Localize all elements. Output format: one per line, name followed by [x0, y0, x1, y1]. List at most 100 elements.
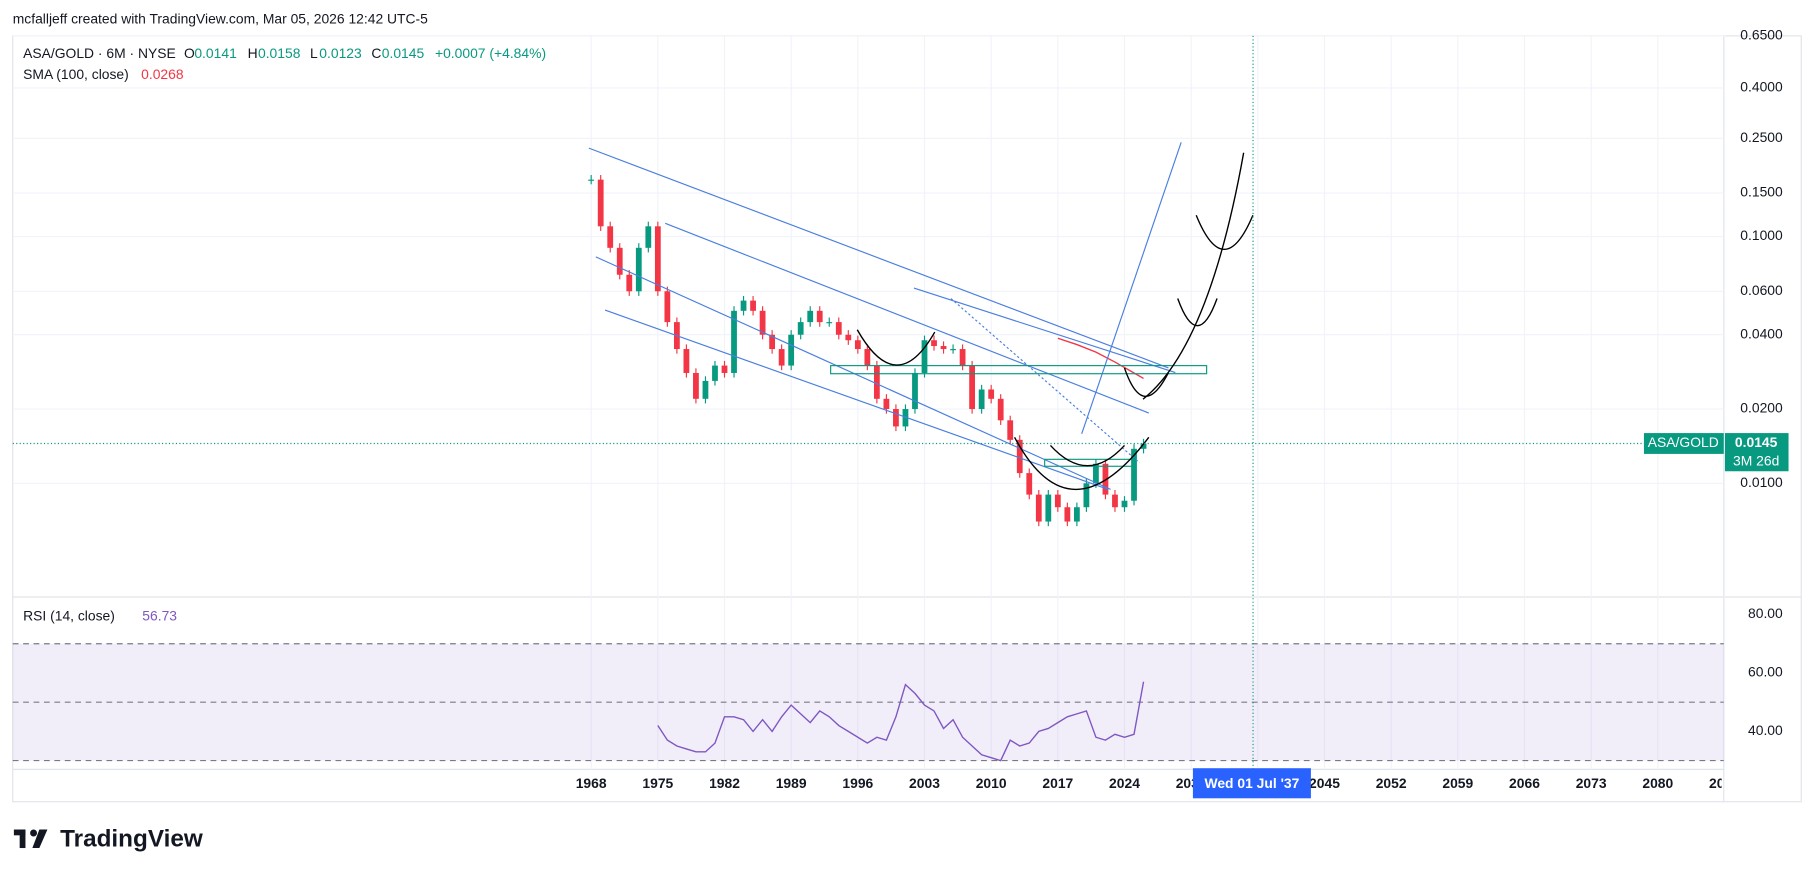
candle-body — [769, 334, 776, 350]
ohlc-label: C — [371, 45, 381, 61]
arc — [1195, 214, 1254, 250]
x-tick-label: 2073 — [1576, 775, 1607, 791]
candle-body — [1083, 483, 1090, 508]
x-tick-label: 1982 — [709, 775, 740, 791]
arc — [856, 329, 936, 366]
x-tick-label: 2017 — [1042, 775, 1073, 791]
curves — [856, 152, 1254, 490]
candle-body — [1121, 500, 1128, 508]
candle-body — [997, 398, 1004, 421]
rsi-pane — [12, 643, 1724, 762]
arc — [1177, 298, 1218, 327]
candle-body — [959, 349, 966, 366]
ohlc-value: 0.0141 — [194, 45, 237, 61]
candle-body — [854, 340, 861, 350]
ohlc-label: L — [310, 45, 318, 61]
y-tick-label: 0.6500 — [1740, 27, 1783, 43]
countdown: 3M 26d — [1733, 453, 1779, 469]
candle-body — [1064, 507, 1071, 522]
y-tick-label: 0.1000 — [1740, 227, 1783, 243]
candle-body — [883, 398, 890, 410]
candle-body — [1026, 473, 1033, 495]
rsi-line — [657, 681, 1145, 762]
crosshair-label: Wed 01 Jul '37 — [1204, 775, 1299, 791]
y-tick-label: 0.0600 — [1740, 282, 1783, 298]
candle-body — [969, 365, 976, 410]
x-tick-label: 1996 — [842, 775, 873, 791]
ohlc-label: H — [248, 45, 258, 61]
candle-body — [797, 322, 804, 335]
x-tick-label: 1975 — [642, 775, 673, 791]
candle-body — [607, 226, 614, 248]
price-symbol: ASA/GOLD — [1648, 434, 1719, 450]
candle-body — [683, 349, 690, 373]
x-tick-label: 2080 — [1642, 775, 1673, 791]
ohlc-value: 0.0123 — [319, 45, 362, 61]
logo-mark — [30, 829, 38, 837]
arc — [1142, 152, 1245, 400]
symbol: ASA/GOLD · 6M · NYSE — [23, 45, 176, 61]
candle-body — [978, 389, 985, 410]
candle-body — [1093, 463, 1099, 484]
candle-body — [1045, 494, 1052, 522]
candle-body — [835, 322, 842, 335]
drawings — [588, 142, 1208, 490]
logo: TradingView — [13, 825, 203, 852]
candle-body — [864, 349, 871, 366]
y-tick-label: 40.00 — [1748, 722, 1783, 738]
candle-body — [1073, 507, 1080, 522]
candle-body — [1016, 439, 1023, 474]
candle-body — [645, 226, 652, 248]
logo-mark — [32, 829, 48, 849]
grid — [12, 35, 1726, 770]
candle-body — [940, 346, 947, 350]
candle-body — [845, 334, 852, 341]
candle-body — [816, 310, 823, 323]
price-value: 0.0145 — [1735, 434, 1778, 450]
rsi-value: 56.73 — [142, 607, 177, 623]
logo-mark — [19, 829, 26, 849]
ohlc-value: 0.0158 — [258, 45, 301, 61]
candle-body — [740, 300, 747, 311]
ohlc-label: O — [184, 45, 195, 61]
x-tick-label: 2059 — [1442, 775, 1473, 791]
candle-body — [759, 310, 766, 335]
candle-body — [693, 372, 699, 399]
y-tick-label: 60.00 — [1748, 664, 1783, 680]
candle-body — [712, 365, 718, 381]
candle-body — [702, 380, 709, 399]
y-tick-label: 0.4000 — [1740, 79, 1783, 95]
x-tick-label: 2066 — [1509, 775, 1540, 791]
candle-body — [654, 226, 661, 292]
zone — [830, 365, 1208, 375]
candle-body — [893, 409, 899, 427]
y-tick-label: 0.0200 — [1740, 400, 1783, 416]
rsi-label: RSI (14, close) — [23, 607, 115, 623]
candle-body — [616, 247, 623, 275]
sma-value: 0.0268 — [141, 66, 184, 82]
x-tick-label: 2024 — [1109, 775, 1140, 791]
trendline — [588, 147, 1169, 369]
candle-body — [721, 365, 728, 373]
y-tick-label: 80.00 — [1748, 605, 1783, 621]
candle-body — [921, 340, 928, 373]
sma-label: SMA (100, close) — [23, 66, 129, 82]
candle-body — [1035, 494, 1042, 522]
y-tick-label: 0.0400 — [1740, 325, 1783, 341]
candle-body — [1007, 420, 1014, 440]
candle-body — [950, 349, 956, 351]
price-tag — [1724, 433, 1789, 472]
candle-body — [931, 340, 937, 347]
ohlc-value: 0.0145 — [382, 45, 425, 61]
candle-body — [626, 274, 633, 292]
credit: mcfalljeff created with TradingView.com,… — [13, 10, 428, 26]
crosshair-tag — [1192, 768, 1311, 799]
candle-body — [778, 349, 785, 366]
x-tick-label: 2052 — [1376, 775, 1407, 791]
candle-body — [635, 247, 642, 292]
arc — [1013, 436, 1150, 490]
y-tick-label: 0.1500 — [1740, 184, 1783, 200]
x-tick-label: 2010 — [976, 775, 1007, 791]
